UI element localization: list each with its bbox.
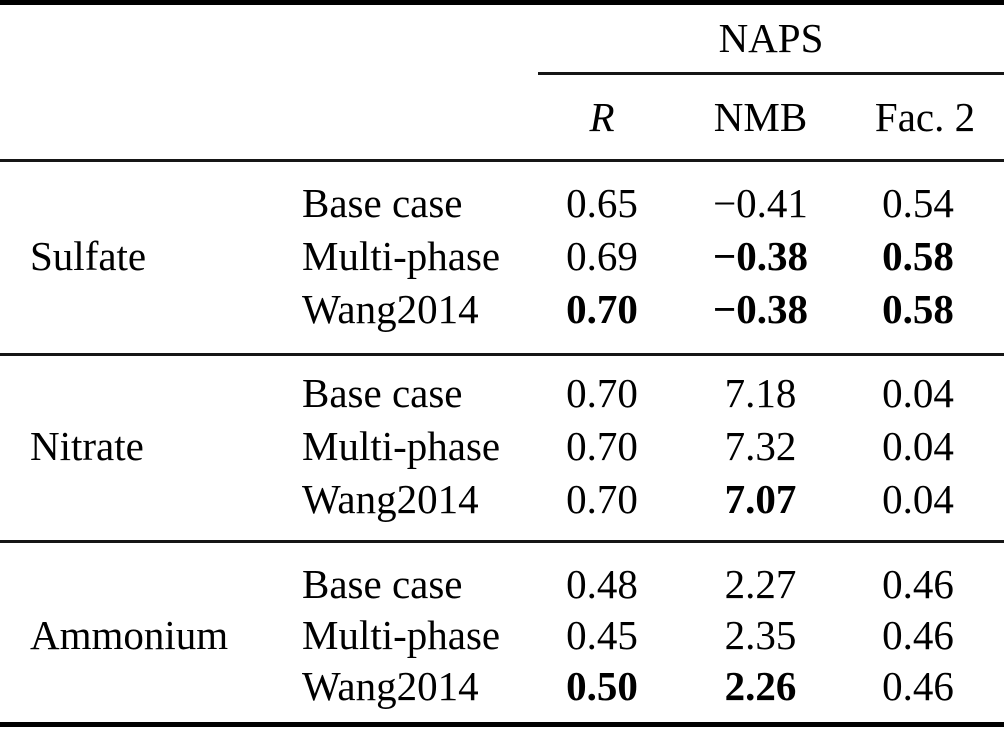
case-label: Base case — [302, 180, 463, 226]
case-label: Wang2014 — [302, 663, 479, 709]
col-header-fac2: Fac. 2 — [874, 94, 976, 140]
table-row: Wang2014 0.70 −0.38 0.58 — [0, 283, 1004, 335]
table-row: Ammonium Multi-phase 0.45 2.35 0.46 — [0, 609, 1004, 661]
table-row: Base case 0.65 −0.41 0.54 — [0, 177, 1004, 229]
value-fac2: 0.46 — [882, 663, 954, 709]
species-label: Nitrate — [30, 423, 144, 469]
case-label: Wang2014 — [302, 476, 479, 522]
value-r: 0.50 — [566, 663, 638, 709]
case-label: Base case — [302, 561, 463, 607]
column-header-row: R NMB Fac. 2 — [0, 91, 1004, 143]
table-row: Base case 0.48 2.27 0.46 — [0, 558, 1004, 610]
value-nmb: 7.32 — [724, 423, 797, 469]
value-r: 0.70 — [566, 370, 638, 416]
value-nmb: −0.38 — [712, 286, 809, 332]
table-top-rule — [0, 0, 1004, 5]
case-label: Multi-phase — [302, 612, 501, 658]
value-nmb: 2.35 — [724, 612, 797, 658]
case-label: Wang2014 — [302, 286, 479, 332]
table-row: Nitrate Multi-phase 0.70 7.32 0.04 — [0, 420, 1004, 472]
table-row: Base case 0.70 7.18 0.04 — [0, 367, 1004, 419]
species-label: Sulfate — [30, 233, 147, 279]
value-fac2: 0.46 — [882, 612, 954, 658]
value-r: 0.45 — [566, 612, 638, 658]
value-nmb: 7.07 — [724, 476, 797, 522]
value-r: 0.65 — [566, 180, 638, 226]
value-r: 0.70 — [566, 476, 638, 522]
table-bottom-rule — [0, 722, 1004, 727]
table-row: Sulfate Multi-phase 0.69 −0.38 0.58 — [0, 230, 1004, 282]
value-nmb: 2.27 — [724, 561, 797, 607]
value-nmb: −0.38 — [712, 233, 809, 279]
value-fac2: 0.58 — [882, 286, 954, 332]
header-bottom-rule — [0, 159, 1004, 162]
value-r: 0.70 — [566, 423, 638, 469]
value-nmb: −0.41 — [713, 180, 808, 226]
naps-spanner-label: NAPS — [718, 15, 824, 61]
value-fac2: 0.04 — [882, 423, 954, 469]
section-rule-2 — [0, 540, 1004, 543]
value-fac2: 0.58 — [882, 233, 954, 279]
naps-spanner-rule — [538, 72, 1004, 75]
case-label: Base case — [302, 370, 463, 416]
value-fac2: 0.46 — [882, 561, 954, 607]
value-nmb: 2.26 — [724, 663, 797, 709]
spanner-header-row: NAPS — [0, 12, 1004, 64]
value-r: 0.69 — [566, 233, 638, 279]
case-label: Multi-phase — [302, 423, 501, 469]
table-row: Wang2014 0.70 7.07 0.04 — [0, 473, 1004, 525]
case-label: Multi-phase — [302, 233, 501, 279]
value-nmb: 7.18 — [724, 370, 797, 416]
species-label: Ammonium — [30, 612, 229, 658]
value-fac2: 0.04 — [882, 370, 954, 416]
table-row: Wang2014 0.50 2.26 0.46 — [0, 660, 1004, 712]
value-r: 0.70 — [566, 286, 638, 332]
value-fac2: 0.04 — [882, 476, 954, 522]
section-rule-1 — [0, 353, 1004, 356]
value-fac2: 0.54 — [882, 180, 954, 226]
col-header-nmb: NMB — [713, 94, 808, 140]
value-r: 0.48 — [566, 561, 638, 607]
col-header-r: R — [589, 94, 615, 140]
